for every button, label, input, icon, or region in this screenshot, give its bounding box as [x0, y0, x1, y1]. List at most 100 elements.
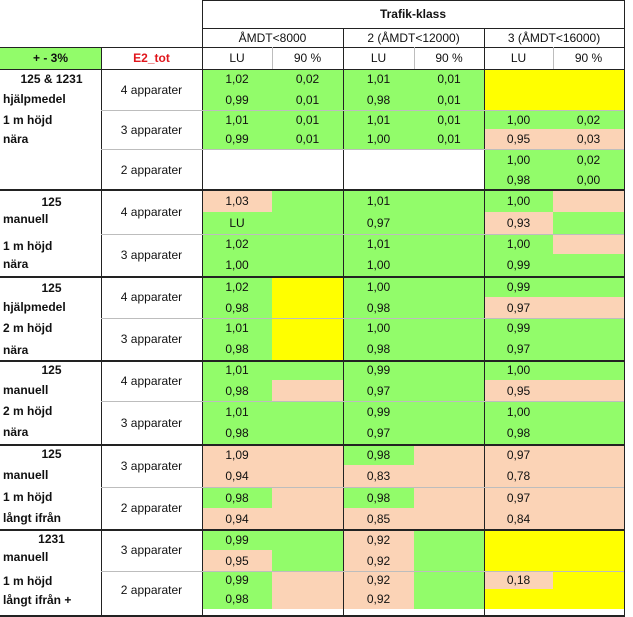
value-cell [272, 234, 343, 254]
block-separator [101, 571, 624, 572]
value-cell [553, 487, 624, 508]
value-cell: 1,01 [343, 190, 414, 212]
value-cell: 1,00 [343, 276, 414, 297]
subheader-p90-2: 90 % [435, 51, 463, 65]
traffic-class-group-1: ÅMDT<8000 [238, 30, 307, 45]
block-separator [101, 487, 624, 488]
value-cell [272, 149, 343, 170]
subcolumn-border [553, 47, 554, 69]
value-cell: 1,00 [343, 254, 414, 276]
value-cell: 1,00 [484, 401, 553, 422]
row-label: långt ifrån [3, 511, 62, 525]
value-cell [414, 571, 484, 589]
value-cell: 1,01 [202, 318, 272, 338]
value-cell [343, 149, 414, 170]
row-label: 125 [41, 447, 62, 461]
value-cell [484, 529, 553, 550]
value-cell [553, 318, 624, 338]
value-cell [553, 550, 624, 571]
value-cell: 0,99 [202, 571, 272, 589]
value-cell [553, 276, 624, 297]
row-label: hjälpmedel [3, 92, 66, 106]
row-label: 125 [41, 363, 62, 377]
value-cell: 0,02 [553, 110, 624, 129]
subheader-p90-1: 90 % [293, 51, 322, 65]
value-cell [272, 422, 343, 444]
value-cell: 1,00 [484, 234, 553, 254]
row-label: 1 m höjd [3, 113, 53, 127]
column-border [484, 28, 485, 617]
value-cell [414, 465, 484, 487]
row-label: manuell [3, 468, 49, 482]
value-cell [553, 89, 624, 110]
value-cell: 0,97 [484, 297, 553, 318]
value-cell: 0,99 [202, 529, 272, 550]
value-cell: 0,01 [272, 110, 343, 129]
value-cell: 0,01 [272, 89, 343, 110]
value-cell [272, 276, 343, 297]
header-border [0, 69, 624, 70]
value-cell: 0,99 [484, 276, 553, 297]
value-cell: 0,83 [343, 465, 414, 487]
value-cell: 0,98 [343, 89, 414, 110]
value-cell [272, 170, 343, 190]
apparater-label: 2 apparater [120, 162, 183, 177]
value-cell [553, 444, 624, 465]
e2tot-header: E2_tot [133, 51, 170, 65]
subheader-lu-2: LU [370, 51, 387, 65]
subheader-lu-3: LU [510, 51, 527, 65]
apparater-label: 4 apparater [120, 205, 183, 219]
value-cell: 0,92 [343, 589, 414, 609]
trafik-klass-header: Trafik-klass [379, 7, 447, 21]
value-cell [553, 422, 624, 444]
row-label: manuell [3, 212, 49, 226]
value-cell [553, 380, 624, 401]
value-cell [414, 318, 484, 338]
value-cell [553, 234, 624, 254]
value-cell [414, 380, 484, 401]
column-border [624, 0, 625, 617]
value-cell: 0,92 [343, 529, 414, 550]
value-cell: 1,01 [343, 110, 414, 129]
value-cell: 1,00 [484, 149, 553, 170]
value-cell [553, 571, 624, 589]
value-cell [414, 297, 484, 318]
value-cell: 1,00 [202, 254, 272, 276]
apparater-label: 4 apparater [120, 290, 183, 304]
apparater-label: 3 apparater [120, 415, 183, 430]
row-label: 1 m höjd [3, 490, 53, 504]
value-cell [414, 422, 484, 444]
value-cell: 0,02 [553, 149, 624, 170]
traffic-class-group-3: 3 (ÅMDT<16000) [507, 30, 601, 45]
value-cell [202, 170, 272, 190]
value-cell: 1,02 [202, 234, 272, 254]
value-cell: 1,01 [202, 110, 272, 129]
value-cell: 0,97 [484, 338, 553, 360]
row-label: 125 & 1231 [20, 72, 83, 86]
header-border [0, 47, 624, 48]
value-cell: 0,97 [484, 444, 553, 465]
value-cell: 0,02 [272, 69, 343, 89]
block-separator [101, 110, 624, 111]
apparater-label: 3 apparater [120, 458, 183, 473]
value-cell [272, 401, 343, 422]
value-cell [414, 149, 484, 170]
row-label: hjälpmedel [3, 300, 66, 314]
value-cell: 1,00 [343, 318, 414, 338]
value-cell [553, 529, 624, 550]
value-cell: 0,98 [202, 297, 272, 318]
value-cell: 0,98 [343, 487, 414, 508]
value-cell: 1,01 [343, 234, 414, 254]
value-cell: 0,01 [414, 110, 484, 129]
value-cell: 0,95 [484, 129, 553, 149]
row-label: 1 m höjd [3, 239, 53, 253]
value-cell: 0,98 [202, 338, 272, 360]
value-cell: 0,98 [202, 487, 272, 508]
value-cell: 0,01 [414, 129, 484, 149]
value-cell [414, 529, 484, 550]
value-cell [272, 318, 343, 338]
corner-tolerance-cell: + - 3% [0, 47, 101, 69]
value-cell: 0,97 [343, 380, 414, 401]
value-cell [272, 212, 343, 234]
value-cell: 0,98 [343, 338, 414, 360]
